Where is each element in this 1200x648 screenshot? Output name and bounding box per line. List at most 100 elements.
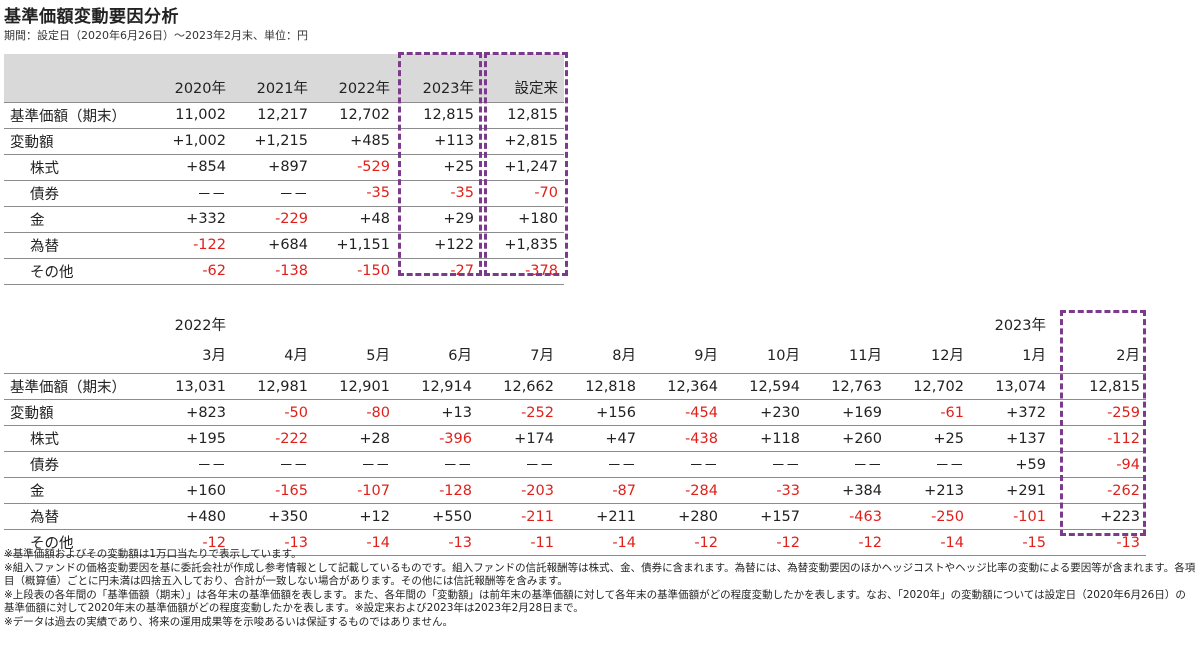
value-cell: 13,031 [150, 373, 232, 400]
value-cell: -12 [724, 529, 806, 556]
year-label: 2022年 [174, 318, 226, 334]
header-row: 2020年 2021年 2022年 2023年 設定来 [4, 54, 564, 102]
value-cell: -11 [478, 529, 560, 556]
value-cell: +1,002 [150, 128, 232, 155]
value-cell: +332 [150, 206, 232, 233]
value-cell: -14 [560, 529, 642, 556]
footnote: ※上段表の各年間の「基準価額（期末）」は各年末の基準価額を表します。また、各年間… [4, 588, 1186, 615]
month-header: 5月 [366, 347, 390, 364]
value-cell: -50 [232, 399, 314, 426]
year-label: 2023年 [994, 318, 1046, 334]
row-label: 基準価額（期末） [4, 373, 150, 400]
value-cell: -35 [396, 180, 480, 207]
value-cell: -222 [232, 425, 314, 452]
value-cell: +550 [396, 503, 478, 530]
table-row: 金 +332 -229 +48 +29 +180 [4, 206, 564, 233]
value-cell: +195 [150, 425, 232, 452]
value-cell: -138 [232, 258, 314, 285]
value-cell: +29 [396, 206, 480, 233]
value-cell: －－ [396, 451, 478, 478]
value-cell: -229 [232, 206, 314, 233]
table-row: その他 -62 -138 -150 -27 -378 [4, 258, 564, 285]
value-cell: -15 [970, 529, 1052, 556]
value-cell: +1,215 [232, 128, 314, 155]
value-cell: -150 [314, 258, 396, 285]
value-cell: -70 [480, 180, 564, 207]
value-cell: -203 [478, 477, 560, 504]
month-header: 3月 [202, 347, 226, 364]
value-cell: 13,074 [970, 373, 1052, 400]
row-label: 為替 [4, 503, 150, 530]
value-cell: -122 [150, 232, 232, 259]
value-cell: -12 [806, 529, 888, 556]
table-row: 株式 +195 -222 +28 -396 +174 +47 -438 +118 +260 +25 +… [4, 425, 1146, 452]
value-cell: 12,981 [232, 373, 314, 400]
header-corner [4, 335, 150, 374]
year-label [560, 310, 642, 335]
value-cell: +480 [150, 503, 232, 530]
value-cell: －－ [150, 451, 232, 478]
table-row: 債券 －－ －－ -35 -35 -70 [4, 180, 564, 207]
value-cell: +12 [314, 503, 396, 530]
value-cell: +1,835 [480, 232, 564, 259]
value-cell: +291 [970, 477, 1052, 504]
value-cell: -14 [888, 529, 970, 556]
row-label: その他 [4, 258, 150, 285]
value-cell: －－ [888, 451, 970, 478]
value-cell: +1,247 [480, 154, 564, 181]
value-cell: +28 [314, 425, 396, 452]
value-cell: +350 [232, 503, 314, 530]
value-cell: -101 [970, 503, 1052, 530]
value-cell: －－ [314, 451, 396, 478]
value-cell: -463 [806, 503, 888, 530]
value-cell: +213 [888, 477, 970, 504]
year-label [396, 310, 478, 335]
year-label [724, 310, 806, 335]
column-header: 2020年 [150, 54, 232, 102]
value-cell: +1,151 [314, 232, 396, 259]
value-cell: －－ [478, 451, 560, 478]
value-cell: +169 [806, 399, 888, 426]
value-cell: 12,815 [1052, 373, 1146, 400]
value-cell: +372 [970, 399, 1052, 426]
value-cell: -112 [1052, 425, 1146, 452]
row-label: 変動額 [4, 128, 150, 155]
value-cell: 12,818 [560, 373, 642, 400]
page-title: 基準価額変動要因分析 [4, 7, 179, 27]
month-header: 1月 [1022, 347, 1046, 364]
value-cell: +280 [642, 503, 724, 530]
value-cell: -62 [150, 258, 232, 285]
value-cell: 12,815 [396, 101, 480, 129]
month-header: 12月 [931, 347, 964, 364]
value-cell: +897 [232, 154, 314, 181]
value-cell: -94 [1052, 451, 1146, 478]
table-row: 為替 +480 +350 +12 +550 -211 +211 +280 +157 -463 -25… [4, 503, 1146, 530]
column-header: 2023年 [396, 54, 480, 102]
table-row: 変動額 +1,002 +1,215 +485 +113 +2,815 [4, 128, 564, 155]
table-row: 基準価額（期末） 11,002 12,217 12,702 12,815 12,815 [4, 101, 564, 129]
month-header: 2月 [1116, 347, 1140, 364]
column-header: 2021年 [232, 54, 314, 102]
row-label: 為替 [4, 232, 150, 259]
value-cell: -12 [642, 529, 724, 556]
value-cell: +260 [806, 425, 888, 452]
value-cell: +118 [724, 425, 806, 452]
value-cell: －－ [806, 451, 888, 478]
value-cell: -262 [1052, 477, 1146, 504]
value-cell: 12,702 [314, 101, 396, 129]
row-label: 金 [4, 206, 150, 233]
value-cell: 12,662 [478, 373, 560, 400]
value-cell: -87 [560, 477, 642, 504]
value-cell: +48 [314, 206, 396, 233]
value-cell: 12,901 [314, 373, 396, 400]
value-cell: －－ [150, 180, 232, 207]
value-cell: -27 [396, 258, 480, 285]
period-subtitle: 期間：設定日（2020年6月26日）～2023年2月末、単位：円 [4, 29, 308, 42]
value-cell: -252 [478, 399, 560, 426]
value-cell: -284 [642, 477, 724, 504]
value-cell: +384 [806, 477, 888, 504]
year-label [314, 310, 396, 335]
value-cell: -13 [396, 529, 478, 556]
value-cell: +157 [724, 503, 806, 530]
header-corner [4, 54, 150, 102]
